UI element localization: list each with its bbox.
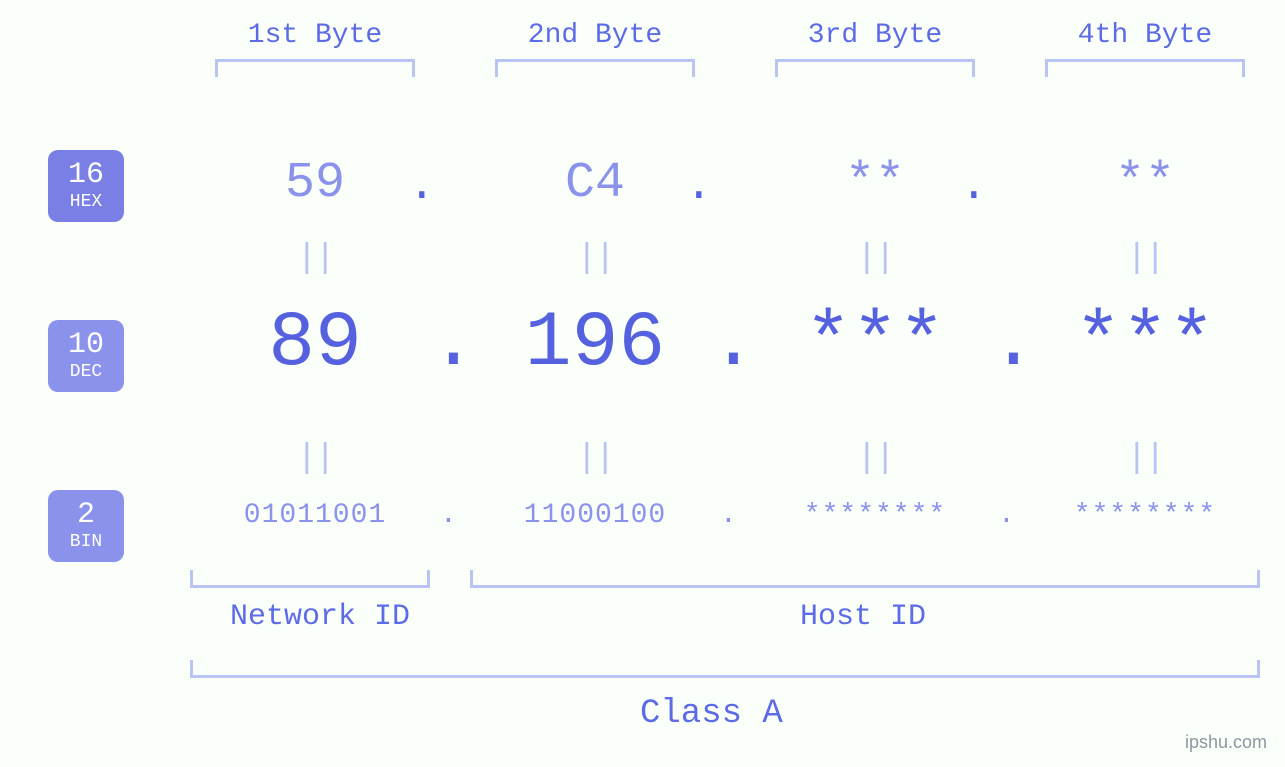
equals-icon: ||	[1020, 440, 1270, 478]
diagram-root: 16 HEX 10 DEC 2 BIN 1st Byte 59 || 89 ||…	[0, 0, 1285, 767]
byte-grid: 1st Byte 59 || 89 || 01011001 2nd Byte C…	[160, 0, 1265, 767]
equals-icon: ||	[740, 440, 1010, 478]
class-bracket	[190, 660, 1260, 678]
badge-hex-num: 16	[68, 160, 104, 192]
byte-column-1: 1st Byte 59 || 89 || 01011001	[180, 0, 450, 77]
dot-separator: .	[720, 500, 737, 531]
equals-icon: ||	[460, 240, 730, 278]
hex-value-4: **	[1020, 155, 1270, 212]
badge-hex: 16 HEX	[48, 150, 124, 222]
badge-hex-label: HEX	[70, 193, 102, 212]
dot-separator: .	[430, 300, 477, 388]
equals-icon: ||	[1020, 240, 1270, 278]
byte-header-4: 4th Byte	[1020, 20, 1270, 51]
dec-value-4: ***	[1020, 300, 1270, 388]
byte-header-3: 3rd Byte	[740, 20, 1010, 51]
bin-value-1: 01011001	[180, 500, 450, 531]
badge-dec: 10 DEC	[48, 320, 124, 392]
top-bracket-2	[495, 59, 695, 77]
dot-separator: .	[440, 500, 457, 531]
badge-bin-label: BIN	[70, 533, 102, 552]
byte-column-2: 2nd Byte C4 || 196 || 11000100	[460, 0, 730, 77]
dec-value-2: 196	[460, 300, 730, 388]
top-bracket-4	[1045, 59, 1245, 77]
badge-dec-label: DEC	[70, 363, 102, 382]
dec-value-1: 89	[180, 300, 450, 388]
equals-icon: ||	[460, 440, 730, 478]
dot-separator: .	[408, 160, 436, 212]
top-bracket-3	[775, 59, 975, 77]
byte-column-3: 3rd Byte ** || *** || ********	[740, 0, 1010, 77]
badge-bin-num: 2	[77, 500, 95, 532]
bin-value-4: ********	[1020, 500, 1270, 531]
byte-header-1: 1st Byte	[180, 20, 450, 51]
equals-icon: ||	[740, 240, 1010, 278]
bin-value-2: 11000100	[460, 500, 730, 531]
badge-bin: 2 BIN	[48, 490, 124, 562]
dot-separator: .	[998, 500, 1015, 531]
host-id-label: Host ID	[800, 600, 926, 634]
network-id-bracket	[190, 570, 430, 588]
watermark: ipshu.com	[1185, 732, 1267, 753]
dot-separator: .	[685, 160, 713, 212]
dot-separator: .	[990, 300, 1037, 388]
top-bracket-1	[215, 59, 415, 77]
dot-separator: .	[960, 160, 988, 212]
equals-icon: ||	[180, 440, 450, 478]
byte-column-4: 4th Byte ** || *** || ********	[1020, 0, 1270, 77]
host-id-bracket	[470, 570, 1260, 588]
badge-dec-num: 10	[68, 330, 104, 362]
bin-value-3: ********	[740, 500, 1010, 531]
equals-icon: ||	[180, 240, 450, 278]
network-id-label: Network ID	[230, 600, 410, 634]
byte-header-2: 2nd Byte	[460, 20, 730, 51]
dot-separator: .	[710, 300, 757, 388]
dec-value-3: ***	[740, 300, 1010, 388]
class-label: Class A	[640, 695, 783, 733]
